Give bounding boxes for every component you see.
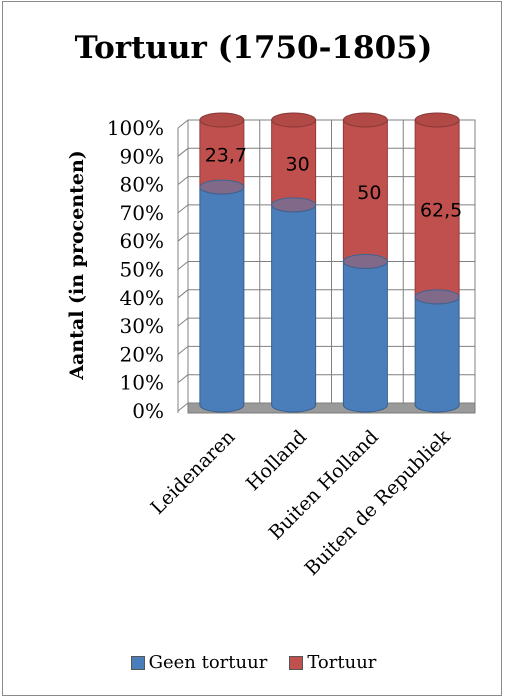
gridline-side (177, 119, 189, 129)
bar-segment-boundary (342, 254, 388, 269)
legend: Geen tortuur Tortuur (0, 652, 507, 673)
x-tick-label: Buiten de Republiek (301, 426, 455, 580)
bar-geen-tortuur (342, 261, 388, 413)
legend-swatch-tortuur (289, 655, 304, 670)
bar-geen-tortuur (199, 186, 245, 413)
bar-top-cap (414, 112, 460, 128)
gridline-side (177, 346, 189, 355)
y-tick-label: 100% (107, 116, 164, 140)
data-label: 50 (357, 182, 381, 204)
bar-segment-boundary (271, 197, 317, 213)
bar-geen-tortuur (414, 296, 460, 413)
legend-label-tortuur: Tortuur (307, 652, 377, 673)
y-tick-label: 70% (120, 201, 164, 225)
data-label: 23,7 (205, 145, 247, 167)
gridline-side (177, 289, 189, 299)
legend-swatch-geen-tortuur (130, 655, 145, 670)
legend-item-geen-tortuur: Geen tortuur (130, 652, 268, 673)
y-tick-label: 80% (120, 173, 164, 197)
x-tick-label: Holland (242, 426, 311, 495)
gridline-side (177, 176, 189, 185)
bar-segment-boundary (414, 289, 460, 305)
bar-top-cap (271, 112, 317, 128)
chart-title: Tortuur (1750-1805) (74, 30, 433, 66)
y-tick-label: 40% (120, 286, 164, 310)
gridline-side (177, 374, 189, 384)
bar-top-cap (342, 112, 388, 128)
legend-item-tortuur: Tortuur (289, 652, 376, 673)
x-tick-label: Leidenaren (146, 426, 239, 519)
y-tick-label: 50% (120, 258, 164, 282)
data-label: 62,5 (420, 199, 462, 221)
gridline-side (177, 147, 189, 157)
y-tick-label: 90% (120, 144, 164, 168)
y-tick-label: 60% (120, 229, 164, 253)
gridline-side (177, 261, 189, 270)
gridline-side (177, 204, 189, 214)
legend-label-geen-tortuur: Geen tortuur (148, 652, 268, 673)
gridline-side (177, 317, 189, 327)
bar-geen-tortuur (271, 204, 317, 413)
y-tick-label: 20% (120, 342, 164, 366)
y-tick-label: 10% (120, 371, 164, 395)
bar-segment-boundary (199, 179, 245, 195)
data-label: 30 (286, 153, 310, 175)
y-tick-label: 0% (132, 399, 164, 423)
y-tick-label: 30% (120, 314, 164, 338)
gridline-side (177, 232, 189, 242)
gridline-side (177, 402, 189, 412)
bar-top-cap (199, 112, 245, 128)
